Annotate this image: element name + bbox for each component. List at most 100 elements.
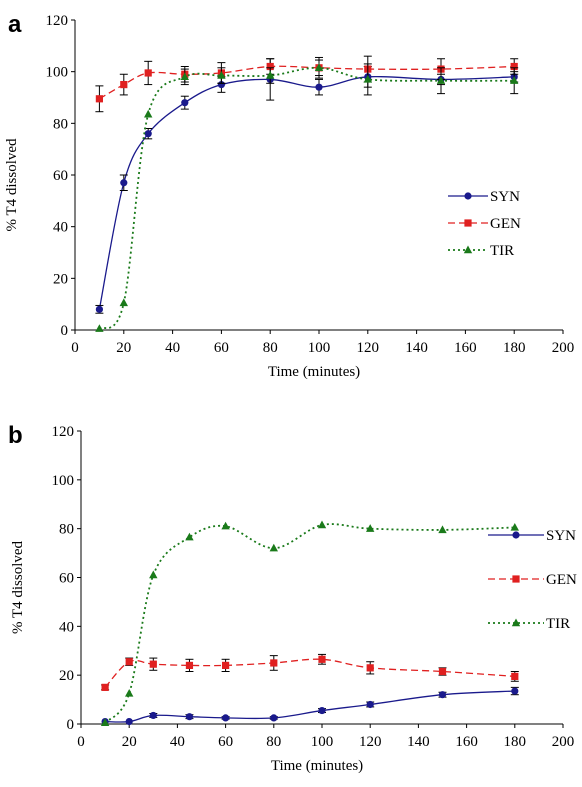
legend-marker xyxy=(464,192,472,200)
data-point xyxy=(95,95,103,103)
x-tick-label: 60 xyxy=(218,734,233,750)
data-point xyxy=(120,179,128,187)
y-tick-label: 80 xyxy=(53,116,68,132)
chart-panel-b: b 0 20 40 60 80 100 120 0 20 40 60 80 100 120 140 160 180… xyxy=(8,422,577,774)
data-point xyxy=(180,72,189,81)
data-point xyxy=(318,706,326,715)
data-point xyxy=(100,718,110,726)
y-tick-label: 40 xyxy=(59,619,74,635)
data-point xyxy=(511,687,519,695)
data-point xyxy=(149,570,158,579)
x-tick-label: 20 xyxy=(122,734,137,750)
legend-item-syn: SYN xyxy=(488,528,576,544)
y-axis-label: % T4 dissolved xyxy=(4,138,20,232)
legend-label: TIR xyxy=(490,243,514,259)
legend-marker xyxy=(464,219,472,227)
x-tick-label: 180 xyxy=(503,340,526,356)
data-point xyxy=(185,713,194,721)
chart-panel-a: a 0 20 40 60 80 100 120 0 20 40 60 80 100 120 140 160 180… xyxy=(4,11,574,380)
series-line xyxy=(104,658,515,688)
data-point xyxy=(144,130,152,138)
legend-item-tir: TIR xyxy=(448,243,514,259)
x-tick-label: 140 xyxy=(407,734,430,750)
x-tick-label: 200 xyxy=(552,734,575,750)
data-point xyxy=(510,522,519,531)
x-tick-label: 40 xyxy=(165,340,180,356)
data-point xyxy=(438,691,447,699)
data-point xyxy=(270,714,278,722)
data-point xyxy=(125,688,134,697)
x-tick-label: 60 xyxy=(214,340,229,356)
data-point xyxy=(95,324,104,332)
series-line xyxy=(98,66,515,330)
y-tick-label: 0 xyxy=(61,323,69,339)
data-point xyxy=(270,659,278,667)
legend-label: SYN xyxy=(546,528,576,544)
data-point xyxy=(144,69,152,77)
y-axis-label: % T4 dissolved xyxy=(10,540,26,634)
x-tick-label: 120 xyxy=(357,340,380,356)
x-tick-label: 160 xyxy=(455,734,478,750)
legend-label: TIR xyxy=(546,616,570,632)
legend-item-syn: SYN xyxy=(448,189,520,205)
data-point xyxy=(511,672,519,680)
y-tick-label: 60 xyxy=(59,571,74,587)
series-line xyxy=(99,65,515,100)
panel-letter: b xyxy=(8,422,23,449)
series-gen xyxy=(95,55,519,113)
x-axis-label: Time (minutes) xyxy=(268,364,360,380)
data-point xyxy=(222,714,230,722)
legend-label: GEN xyxy=(546,572,577,588)
data-point xyxy=(366,664,374,672)
data-point xyxy=(317,520,327,529)
x-tick-label: 0 xyxy=(71,340,79,356)
y-tick-label: 100 xyxy=(52,473,75,489)
legend-marker xyxy=(512,575,520,583)
y-tick-label: 20 xyxy=(59,668,74,684)
y-tick-label: 0 xyxy=(67,717,75,733)
data-point xyxy=(185,661,194,669)
series-gen xyxy=(101,653,519,691)
data-point xyxy=(510,76,519,84)
data-point xyxy=(269,543,278,552)
x-tick-label: 80 xyxy=(266,734,281,750)
data-point xyxy=(149,711,157,720)
series-line xyxy=(105,690,515,723)
legend-item-gen: GEN xyxy=(488,572,577,588)
data-point xyxy=(181,99,189,107)
series-line xyxy=(104,523,515,724)
data-point xyxy=(318,655,326,663)
data-point xyxy=(101,683,109,691)
data-point xyxy=(120,80,128,89)
x-tick-label: 80 xyxy=(263,340,278,356)
x-tick-label: 100 xyxy=(308,340,331,356)
data-point xyxy=(217,80,225,89)
data-point xyxy=(510,62,518,71)
data-point xyxy=(366,524,375,532)
y-tick-label: 120 xyxy=(46,13,69,29)
data-point xyxy=(217,71,226,79)
x-tick-label: 160 xyxy=(454,340,477,356)
y-tick-label: 80 xyxy=(59,522,74,538)
y-tick-label: 40 xyxy=(53,220,68,236)
data-point xyxy=(95,305,103,313)
series-tir xyxy=(95,59,519,332)
data-point xyxy=(149,660,157,668)
legend-marker xyxy=(463,245,473,254)
data-point xyxy=(315,83,323,91)
data-point xyxy=(366,700,374,709)
legend-marker xyxy=(511,618,521,627)
data-point xyxy=(363,74,372,83)
series-syn xyxy=(95,58,519,314)
x-tick-label: 20 xyxy=(116,340,131,356)
legend-label: SYN xyxy=(490,189,520,205)
x-axis-label: Time (minutes) xyxy=(271,758,363,774)
data-point xyxy=(221,521,230,530)
y-tick-label: 20 xyxy=(53,271,68,287)
data-point xyxy=(185,532,194,541)
legend-marker xyxy=(512,531,520,539)
data-point xyxy=(438,525,447,534)
y-tick-label: 120 xyxy=(52,424,75,440)
series-line xyxy=(98,75,515,310)
